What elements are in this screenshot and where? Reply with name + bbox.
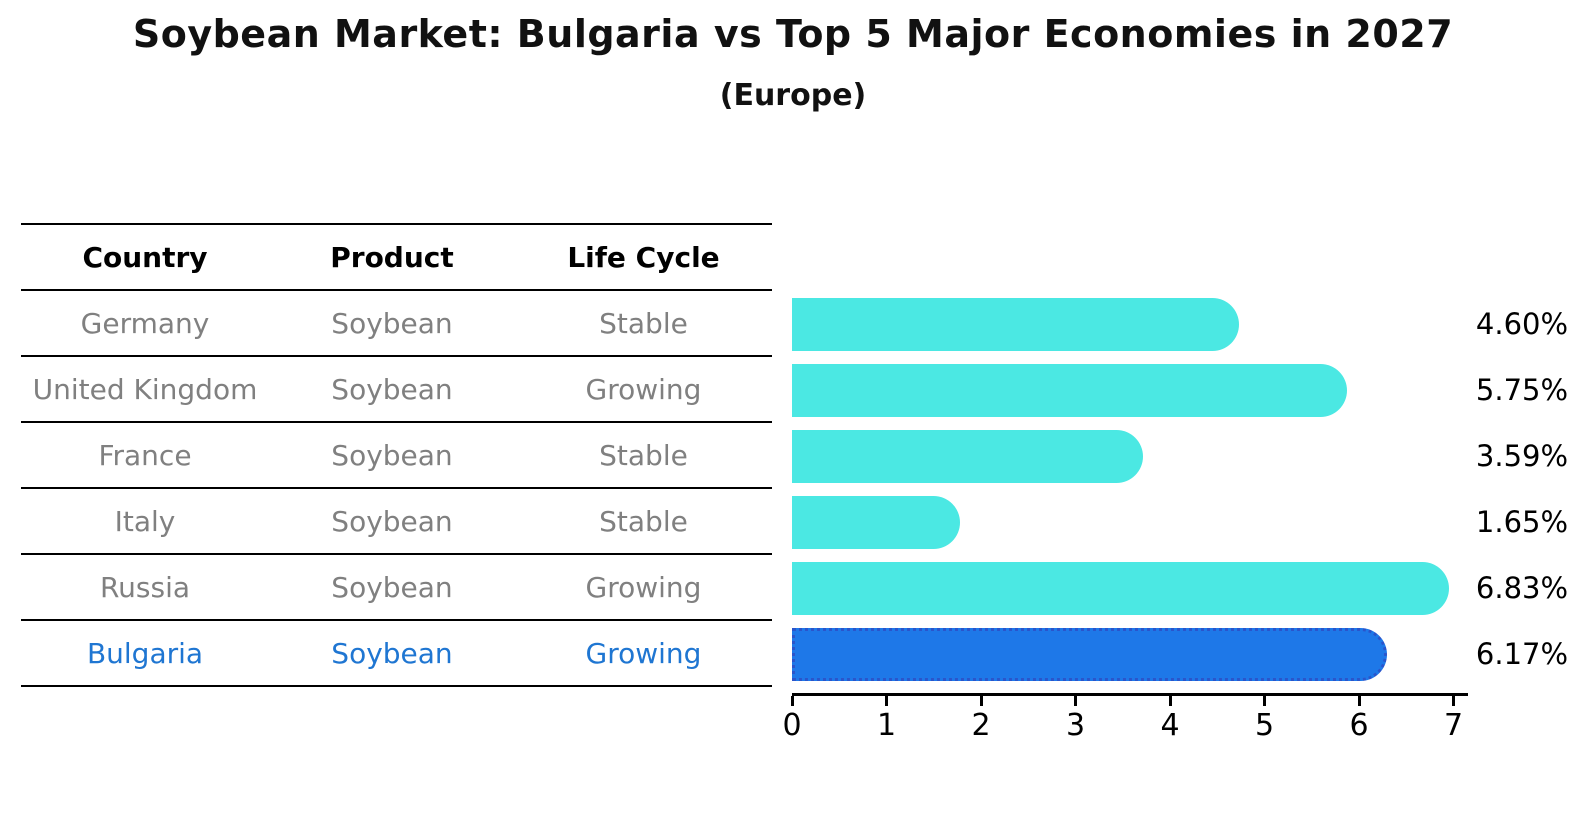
cell-life-cycle: Stable [599, 306, 688, 340]
cell-product: Soybean [331, 636, 453, 670]
cell-country: Germany [80, 306, 210, 340]
table-row: Italy Soybean Stable [21, 489, 772, 555]
x-axis-tick-label: 4 [1160, 708, 1180, 743]
cell-life-cycle: Growing [585, 636, 702, 670]
x-axis-tick [1168, 696, 1172, 706]
value-label: 5.75% [1475, 373, 1569, 407]
column-header-product: Product [330, 240, 454, 274]
cell-country: Bulgaria [86, 636, 204, 670]
cell-product: Soybean [331, 570, 453, 604]
x-axis-tick [790, 696, 794, 706]
value-label: 3.59% [1475, 439, 1569, 473]
x-axis-tick [1074, 696, 1077, 706]
x-axis-tick-label: 6 [1349, 708, 1369, 743]
cell-product: Soybean [331, 504, 453, 538]
value-label: 6.17% [1475, 637, 1569, 671]
column-header-life-cycle: Life Cycle [567, 240, 720, 274]
bar-germany [792, 298, 1239, 351]
column-header-country: Country [82, 240, 208, 274]
x-axis-tick-label: 5 [1254, 708, 1275, 743]
bar-united-kingdom [792, 364, 1348, 417]
bar-highlight-bulgaria [792, 628, 1388, 681]
table-row: France Soybean Stable [21, 423, 772, 489]
table-row: Russia Soybean Growing [21, 555, 772, 621]
x-axis-tick [1452, 696, 1455, 706]
value-label: 6.83% [1475, 571, 1569, 605]
cell-country: United Kingdom [32, 372, 258, 406]
cell-country: Italy [114, 504, 176, 538]
table-header-row: Country Product Life Cycle [21, 223, 772, 291]
bar-russia [792, 562, 1450, 615]
cell-country: France [98, 438, 192, 472]
x-axis-tick [979, 696, 983, 706]
cell-life-cycle: Growing [585, 372, 702, 406]
table-row: United Kingdom Soybean Growing [21, 357, 772, 423]
chart-title: Soybean Market: Bulgaria vs Top 5 Major … [132, 12, 1454, 56]
value-label: 1.65% [1475, 505, 1569, 539]
bar-italy [792, 496, 960, 549]
x-axis-tick [1357, 696, 1361, 706]
cell-life-cycle: Stable [599, 504, 688, 538]
x-axis-tick-label: 0 [782, 708, 802, 743]
x-axis-tick-label: 3 [1065, 708, 1086, 743]
cell-country: Russia [99, 570, 191, 604]
country-table: Country Product Life Cycle Germany Soybe… [21, 223, 772, 687]
bar-france [792, 430, 1144, 483]
x-axis-tick-label: 1 [876, 708, 897, 743]
x-axis-line [792, 693, 1468, 696]
cell-product: Soybean [331, 372, 453, 406]
cell-product: Soybean [331, 306, 453, 340]
x-axis-tick-label: 7 [1443, 708, 1464, 743]
x-axis-tick [885, 696, 888, 706]
x-axis-tick [1263, 696, 1266, 706]
table-row: Bulgaria Soybean Growing [21, 621, 772, 687]
cell-life-cycle: Growing [585, 570, 702, 604]
cell-product: Soybean [331, 438, 453, 472]
value-label: 4.60% [1475, 307, 1569, 341]
cell-life-cycle: Stable [599, 438, 688, 472]
chart-subtitle: (Europe) [719, 78, 867, 113]
table-row: Germany Soybean Stable [21, 291, 772, 357]
x-axis-tick-label: 2 [971, 708, 991, 743]
table-body: Germany Soybean Stable United Kingdom So… [21, 291, 772, 687]
